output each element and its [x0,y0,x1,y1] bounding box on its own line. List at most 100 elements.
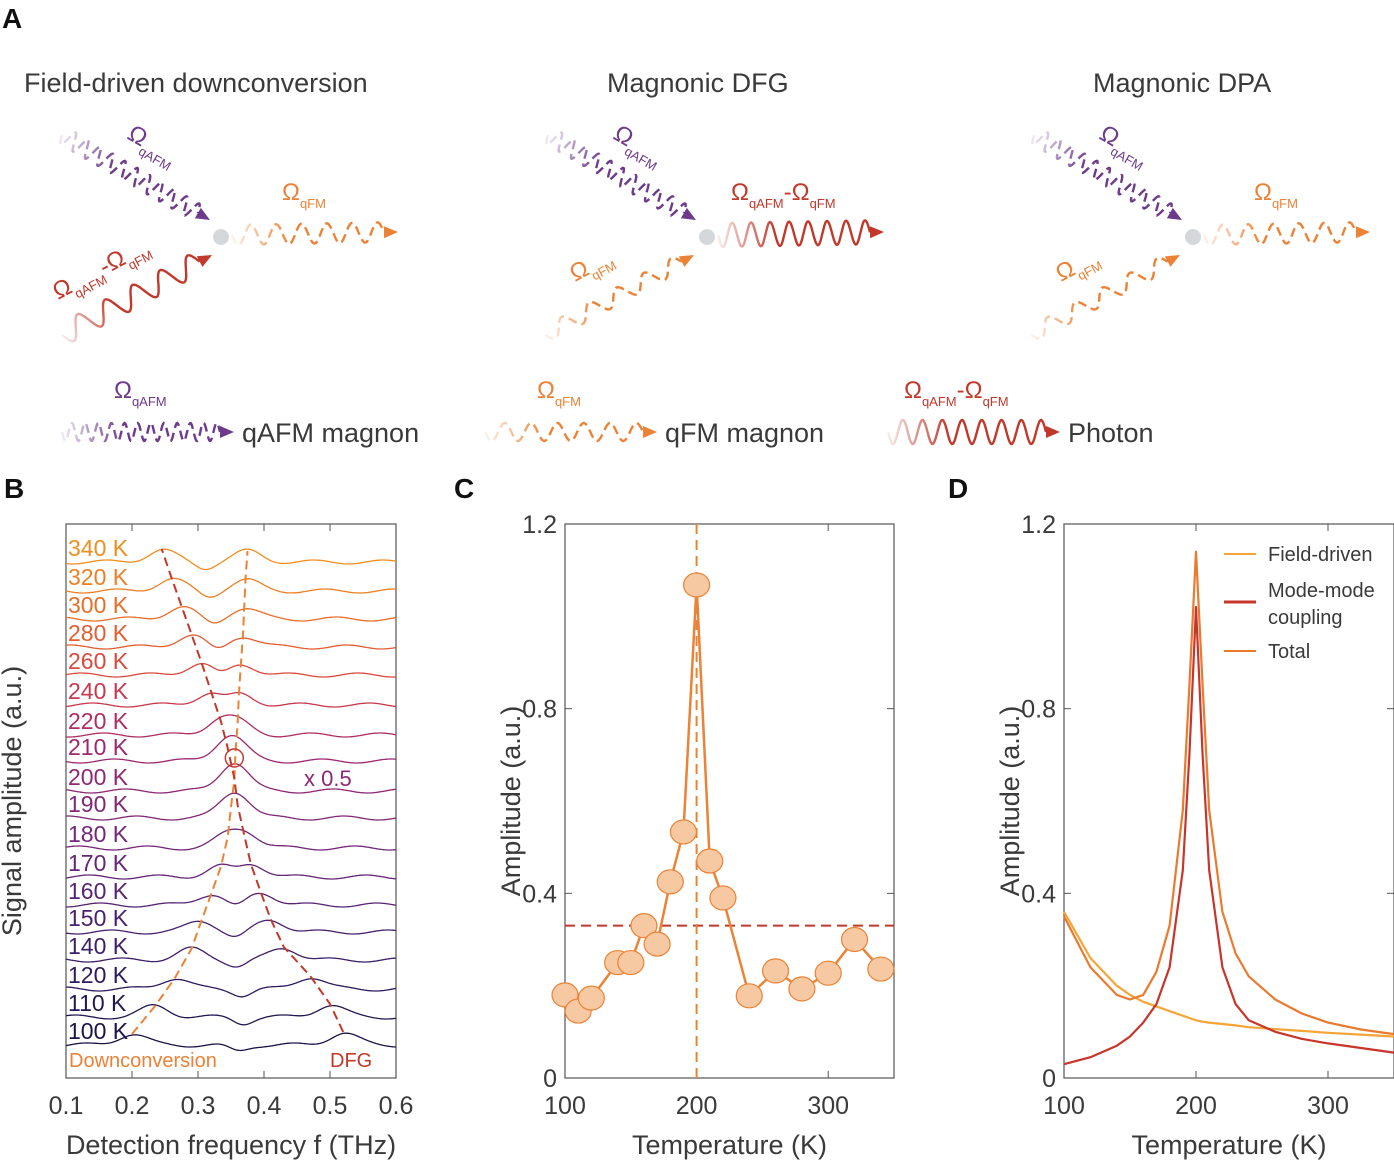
data-point-160K [630,913,658,939]
legend-wave-0 [60,421,222,443]
legend-arrowhead-1 [643,426,657,438]
omega-qfm-input-label: ΩqFM [1051,243,1105,292]
subscript: qFM [589,258,619,283]
omega-qfm-output-label: ΩqFM [1254,179,1298,211]
photon-input-arrowhead [196,255,212,267]
panel-label-b: B [4,473,24,504]
qafm-input-arrowhead [194,207,210,220]
legend-omega-qafm: ΩqAFM [114,377,167,409]
qafm-input-wave [58,131,201,217]
data-point-190K [669,819,698,845]
legend-label: qFM magnon [665,418,824,448]
dfg-dashed-line [160,548,345,1033]
output-wave [230,221,386,247]
omega-symbol: Ω [114,377,132,404]
data-point-120K [577,985,605,1011]
spectrum-trace-300K [65,605,397,624]
output-arrowhead [1355,226,1370,239]
y-tick-label: 1.2 [1021,511,1056,539]
trace-label: 320 K [68,564,129,590]
diagram-title-field-driven: Field-driven downconversion [24,68,368,98]
data-point-320K [840,926,869,953]
trace-label: 150 K [68,905,129,931]
spectrum-trace-100K [65,1032,397,1052]
y-tick-label: 0.8 [1021,696,1056,724]
omega-symbol: Ω [904,377,922,404]
spectrum-trace-160K [66,892,397,908]
data-point-210K [696,848,724,874]
trace-label: 210 K [68,734,129,760]
spectrum-trace-210K [65,734,397,764]
x-axis-label: Detection frequency f (THz) [66,1130,396,1160]
interaction-vertex [213,229,229,245]
omega-symbol: - [784,179,792,206]
legend-arrowhead-0 [220,426,234,438]
output-wave [716,219,872,249]
omega-qfm-input-label: ΩqFM [565,243,619,292]
plot-frame [1063,523,1394,1079]
spectrum-trace-220K [65,714,397,738]
legend-label: Photon [1068,418,1154,448]
y-axis-label: Signal amplitude (a.u.) [0,666,27,936]
dfg-label: DFG [330,1050,372,1072]
trace-label: 140 K [68,933,129,959]
spectrum-trace-180K [65,828,397,851]
spectrum-trace-170K [65,863,397,880]
x-tick-label: 200 [676,1092,718,1120]
y-tick-label: 0 [1042,1065,1056,1093]
x-axis-label: Temperature (K) [1131,1130,1326,1160]
downconversion-dashed-line [131,550,249,1035]
omega-diff-label: ΩqAFM-ΩqFM [48,232,155,309]
qfm-input-arrowhead [1164,255,1180,267]
x-tick-label: 0.6 [379,1092,414,1120]
omega-symbol: Ω [965,377,983,404]
plot-frame [564,523,895,1079]
spectrum-trace-320K [65,577,396,598]
y-tick-label: 1.2 [522,511,557,539]
plot-frame [65,523,397,1079]
data-point-200K [682,572,711,598]
spectrum-trace-280K [65,634,397,650]
subscript: qFM [983,394,1009,409]
series-line-0 [1063,911,1394,1038]
y-axis-label: Amplitude (a.u.) [496,706,526,897]
x-tick-label: 200 [1175,1092,1217,1120]
downconversion-label: Downconversion [69,1050,217,1072]
data-point-300K [814,960,842,986]
spectrum-trace-150K [65,919,397,938]
panel-d-chart: 100 200 300 0 0.4 0.8 1.2 Temperature (K) Amplit… [995,511,1394,1160]
panel-label-a: A [2,3,22,34]
x-tick-label: 0.4 [247,1092,282,1120]
spectrum-trace-260K [65,662,397,678]
trace-label: 160 K [68,878,129,904]
omega-symbol: Ω [1254,179,1272,206]
trace-label: 180 K [68,821,129,847]
subscript: qFM [300,196,326,211]
output-arrowhead [383,226,398,239]
trace-label: 200 K [68,764,129,790]
series-line-2 [1063,550,1394,1036]
subscript: qAFM [922,394,957,409]
x-tick-label: 0.5 [313,1092,348,1120]
data-point-340K [867,956,895,982]
trace-label: 110 K [68,990,127,1016]
legend-omega-diff: ΩqAFM-ΩqFM [904,377,1009,409]
data-point-220K [709,885,737,911]
subscript: qAFM [1108,144,1146,174]
legend-label: qAFM magnon [242,418,419,448]
crossing-circle [224,748,245,768]
subscript: qAFM [749,196,784,211]
legend-wave-1 [483,421,645,443]
trace-label: 260 K [68,648,129,674]
legend-label: coupling [1268,607,1343,629]
diagram-title-dfg: Magnonic DFG [607,68,789,98]
qafm-input-wave [1030,131,1173,217]
x-tick-label: 0.2 [115,1092,150,1120]
omega-symbol: Ω [792,179,810,206]
panel-a-diagrams: ΩqAFM-ΩqFMΩqAFMΩqFMΩqFMΩqAFMΩqAFM-ΩqFMΩq… [48,120,1370,448]
panel-label-c: C [454,473,474,504]
y-axis-label: Amplitude (a.u.) [995,706,1025,897]
omega-symbol: - [957,377,965,404]
omega-diff-output-label: ΩqAFM-ΩqFM [731,179,836,211]
